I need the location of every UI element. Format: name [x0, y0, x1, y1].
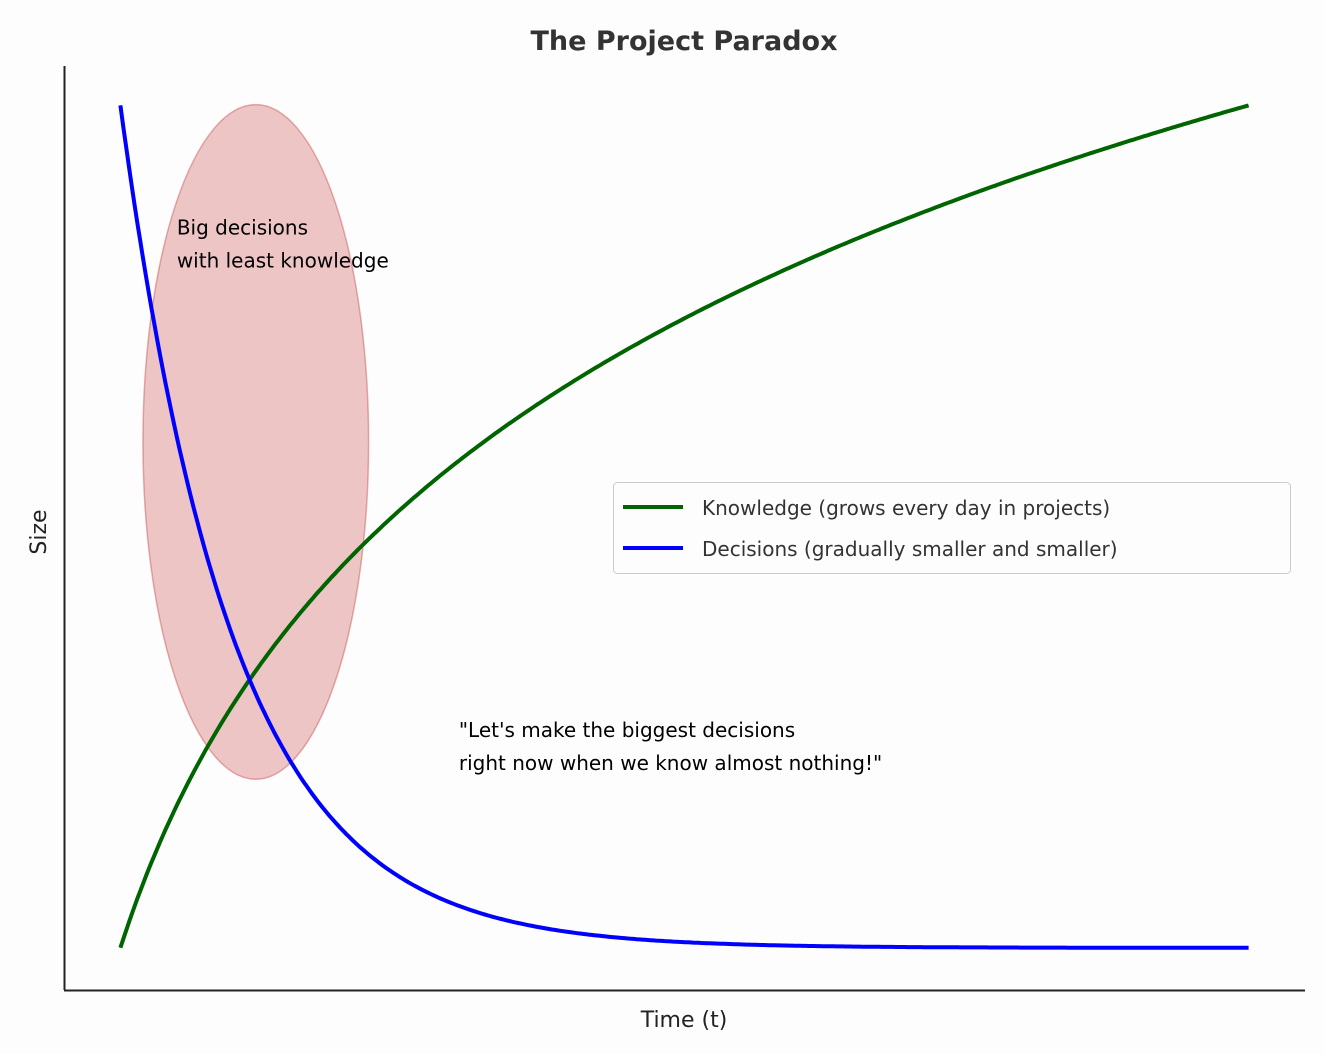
annotation-line: "Let's make the biggest decisions: [459, 718, 795, 742]
legend: Knowledge (grows every day in projects) …: [613, 482, 1291, 574]
series-line-knowledge: [118, 103, 1250, 949]
highlight-ellipse: [142, 103, 370, 780]
legend-label-decisions: Decisions (gradually smaller and smaller…: [702, 537, 1118, 561]
chart-title: The Project Paradox: [531, 26, 838, 57]
annotation-line: with least knowledge: [177, 249, 389, 273]
annotation-line: right now when we know almost nothing!": [459, 751, 882, 775]
annotation-line: Big decisions: [177, 216, 308, 240]
annotation-1: "Let's make the biggest decisions right n…: [459, 718, 882, 775]
legend-label-knowledge: Knowledge (grows every day in projects): [702, 496, 1110, 520]
x-axis-label: Time (t): [640, 1008, 728, 1033]
legend-frame: [613, 482, 1291, 574]
plot-area: Big decisions with least knowledge "Let's …: [118, 103, 1250, 950]
series-line-decisions: [118, 105, 1249, 950]
annotation-0: Big decisions with least knowledge: [177, 216, 389, 273]
y-axis-label: Size: [27, 509, 52, 554]
